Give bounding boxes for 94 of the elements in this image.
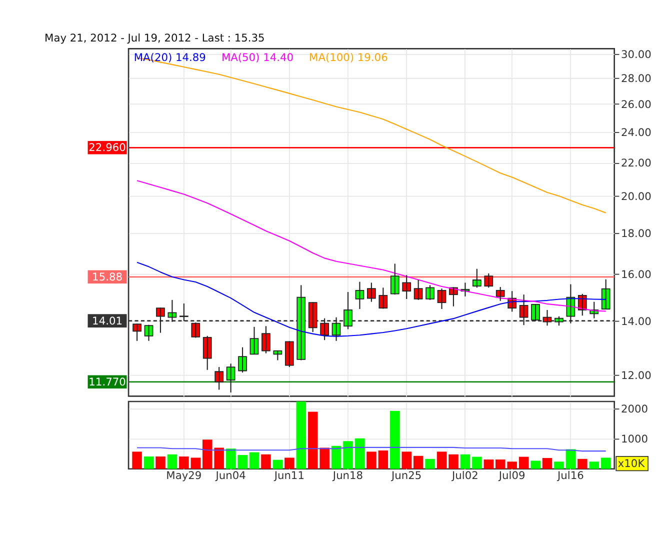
candlestick xyxy=(531,304,540,322)
text: MA(50) 14.40 xyxy=(221,51,294,64)
bar xyxy=(472,456,482,469)
x-tick-label: Jun18 xyxy=(332,469,364,482)
candlestick xyxy=(202,335,212,370)
bar xyxy=(436,452,447,469)
y-tick-label: 26.00 xyxy=(620,98,652,112)
bar xyxy=(343,441,353,469)
bar xyxy=(179,456,189,469)
bar xyxy=(507,462,517,469)
candlestick xyxy=(156,307,165,334)
candlestick xyxy=(191,322,200,338)
x-tick-label: Jun11 xyxy=(273,469,304,482)
y-tick-label: 22.00 xyxy=(620,156,652,170)
candlestick xyxy=(496,286,505,302)
bar xyxy=(589,462,599,469)
y-tick-label: 2000 xyxy=(620,402,648,416)
y-tick-label: 14.00 xyxy=(620,315,652,328)
bar xyxy=(530,460,540,469)
candlestick xyxy=(284,340,294,368)
y-tick-label: 1000 xyxy=(620,432,648,446)
y-tick-label: 18.00 xyxy=(620,226,652,240)
candlestick xyxy=(168,299,177,322)
y-tick-label: 28.00 xyxy=(620,72,652,86)
bar xyxy=(167,454,178,469)
bar xyxy=(448,454,458,469)
text: x10K xyxy=(618,457,646,470)
bar xyxy=(190,458,201,469)
bar xyxy=(296,401,306,469)
candlestick xyxy=(273,350,282,361)
candlestick xyxy=(378,287,388,310)
bar xyxy=(390,410,400,469)
x-tick-label: May29 xyxy=(166,469,202,482)
bar xyxy=(272,460,283,469)
text: MA(100) 19.06 xyxy=(309,51,388,64)
bar xyxy=(542,458,552,469)
x-tick-label: Jun04 xyxy=(214,469,246,482)
x-tick-label: Jun25 xyxy=(390,469,422,482)
bar xyxy=(600,458,611,469)
candlestick xyxy=(414,279,423,300)
bar xyxy=(284,458,294,469)
candlestick xyxy=(262,326,270,354)
bar xyxy=(214,448,224,469)
chart-title: May 21, 2012 - Jul 19, 2012 - Last : 15.35 xyxy=(44,32,265,45)
y-tick-label: 16.00 xyxy=(620,268,652,282)
ref-line-label: 14.01 xyxy=(92,314,122,328)
y-tick-label: 24.00 xyxy=(620,126,652,140)
bar xyxy=(249,452,260,469)
y-tick-label: 12.00 xyxy=(620,369,652,382)
candlestick xyxy=(367,282,376,302)
candlestick xyxy=(554,316,564,326)
bar xyxy=(202,440,212,469)
bar xyxy=(144,456,154,469)
bar xyxy=(366,452,376,469)
x-tick-label: Jul09 xyxy=(498,469,526,482)
bar xyxy=(308,412,318,469)
bar xyxy=(578,458,588,469)
bar xyxy=(425,458,435,469)
bar xyxy=(354,438,365,469)
ref-line-label: 15.88 xyxy=(92,270,123,284)
bar xyxy=(320,448,330,469)
bar xyxy=(402,452,412,469)
bar xyxy=(566,449,576,469)
candlestick xyxy=(390,263,400,296)
bar xyxy=(226,448,236,469)
x-tick-label: Jul02 xyxy=(451,469,478,482)
bar xyxy=(156,456,166,469)
bar xyxy=(132,452,142,469)
bar xyxy=(413,456,424,469)
candlestick xyxy=(484,272,494,288)
y-tick-label: 20.00 xyxy=(620,190,652,204)
ref-line-label: 22.960 xyxy=(88,141,126,154)
bar xyxy=(331,446,342,469)
bar xyxy=(378,450,388,469)
bar xyxy=(518,456,529,469)
candlestick xyxy=(402,274,412,300)
text: MA(20) 14.89 xyxy=(134,51,206,64)
candlestick xyxy=(426,284,434,300)
candlestick xyxy=(344,291,352,330)
bar xyxy=(261,454,271,469)
candlestick xyxy=(214,366,224,390)
candlestick xyxy=(472,268,482,288)
candlestick xyxy=(308,302,318,333)
y-tick-label: 30.00 xyxy=(620,48,652,61)
bar xyxy=(554,462,564,469)
bar xyxy=(495,460,506,469)
bar xyxy=(460,454,470,469)
bar xyxy=(238,454,248,469)
x-tick-label: Jul16 xyxy=(556,469,584,482)
ref-line-label: 11.770 xyxy=(88,375,126,388)
candlestick xyxy=(179,302,188,322)
candlestick xyxy=(132,323,142,342)
candlestick xyxy=(238,346,247,374)
bar xyxy=(484,460,494,469)
